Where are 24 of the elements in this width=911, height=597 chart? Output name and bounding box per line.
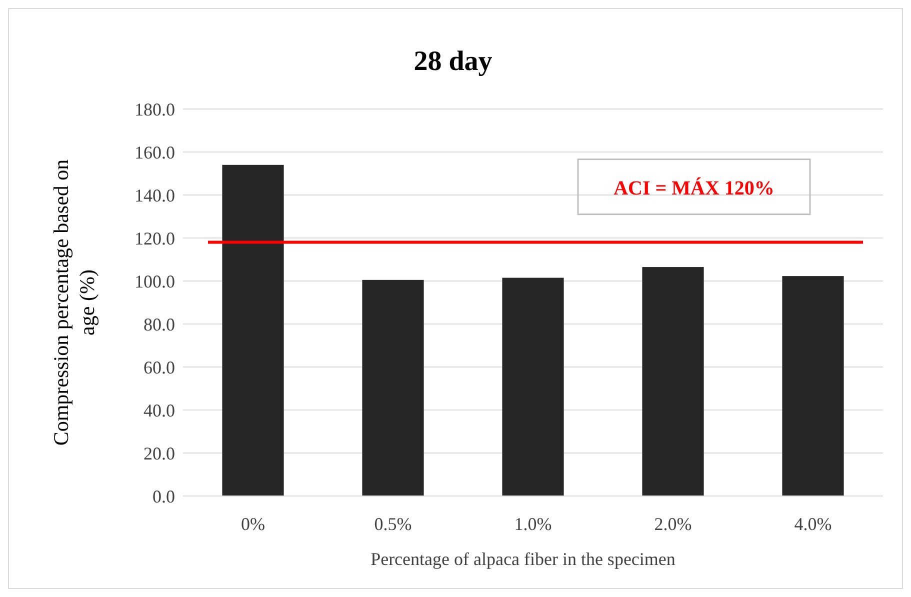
y-tick-label: 120.0 — [134, 228, 175, 248]
x-tick-label: 1.0% — [514, 514, 552, 534]
bar — [222, 164, 284, 496]
y-axis-title: Compression percentage based on age (%) — [49, 158, 99, 446]
y-tick-label: 140.0 — [134, 185, 175, 206]
y-tick-label: 180.0 — [134, 99, 175, 120]
x-tick-label: 4.0% — [794, 514, 832, 534]
x-tick-label: 2.0% — [654, 514, 692, 534]
y-tick-label: 100.0 — [134, 271, 175, 292]
y-tick-label: 80.0 — [144, 314, 175, 334]
bar — [502, 278, 564, 496]
y-tick-label: 0.0 — [152, 486, 175, 506]
chart-title: 28 day — [414, 46, 492, 77]
bar — [782, 276, 844, 496]
y-tick-label: 20.0 — [144, 443, 175, 464]
bar — [362, 280, 424, 496]
ref-line-label: ACI = MÁX 120% — [614, 176, 774, 200]
bar — [642, 267, 704, 496]
y-tick-label: 40.0 — [144, 400, 175, 420]
y-tick-label: 160.0 — [134, 142, 175, 162]
x-tick-label: 0% — [241, 514, 265, 534]
x-tick-label: 0.5% — [374, 514, 412, 534]
y-tick-label: 60.0 — [144, 357, 175, 378]
x-axis-title: Percentage of alpaca fiber in the specimen — [370, 549, 676, 569]
